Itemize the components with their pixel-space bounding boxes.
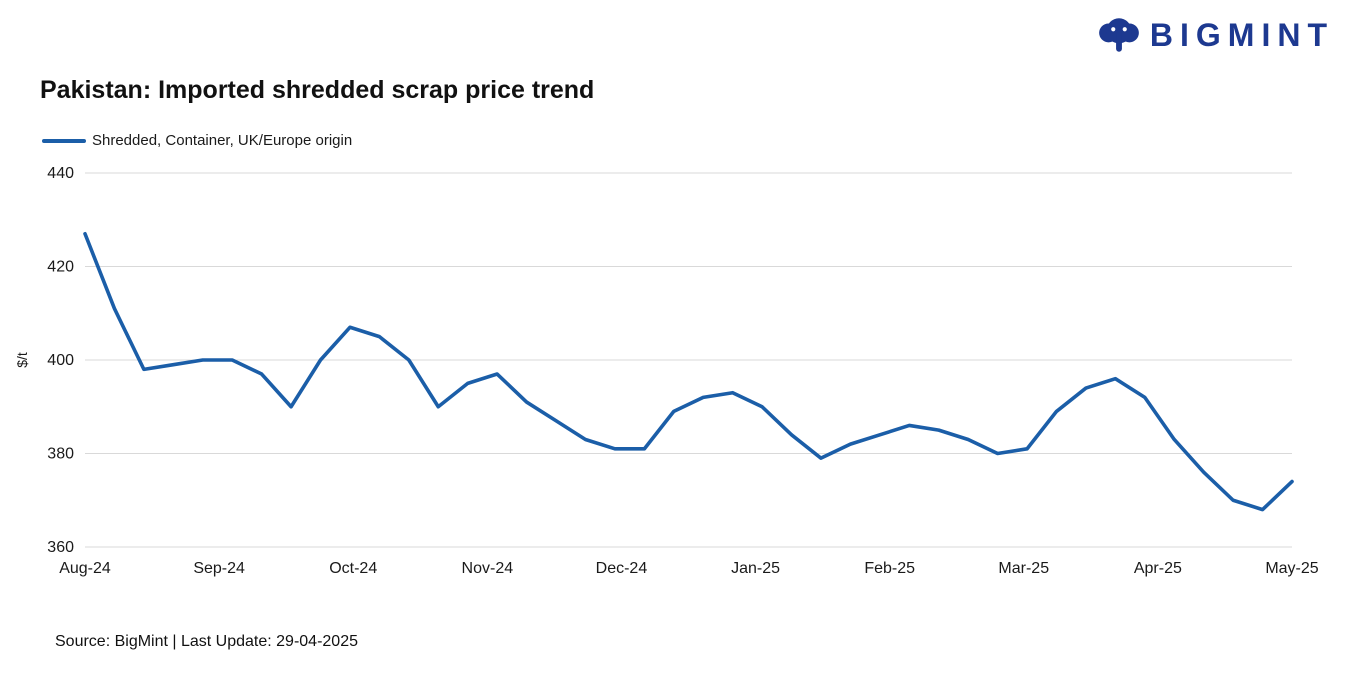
y-tick-label: 380 xyxy=(47,446,74,463)
y-tick-label: 400 xyxy=(47,352,74,369)
x-tick-label: Aug-24 xyxy=(59,560,111,577)
x-tick-label: Jan-25 xyxy=(731,560,780,577)
y-tick-label: 420 xyxy=(47,259,74,276)
x-tick-label: Mar-25 xyxy=(998,560,1049,577)
bigmint-logo: BIGMINT xyxy=(1096,12,1334,58)
y-tick-label: 440 xyxy=(47,165,74,182)
x-tick-label: Feb-25 xyxy=(864,560,915,577)
legend: Shredded, Container, UK/Europe origin xyxy=(42,132,352,149)
legend-line-swatch xyxy=(42,138,86,143)
price-line-series xyxy=(83,231,1294,512)
bigmint-elephant-icon xyxy=(1099,18,1139,52)
x-tick-label: May-25 xyxy=(1265,560,1318,577)
y-axis-title: $/t xyxy=(14,352,30,368)
x-tick-label: Dec-24 xyxy=(596,560,648,577)
price-trend-chart: 360 380 400 420 440 $/t Aug-24 Sep-24 Oct-24 Nov-… xyxy=(14,165,1319,577)
logo-wordmark: BIGMINT xyxy=(1149,16,1334,53)
chart-area: 360 380 400 420 440 $/t Aug-24 Sep-24 Oct-24 Nov-… xyxy=(0,155,1350,605)
x-tick-label: Sep-24 xyxy=(193,560,245,577)
source-footer: Source: BigMint | Last Update: 29-04-202… xyxy=(55,633,358,650)
x-tick-label: Apr-25 xyxy=(1134,560,1182,577)
legend-label: Shredded, Container, UK/Europe origin xyxy=(92,132,353,149)
x-tick-label: Oct-24 xyxy=(329,560,377,577)
x-tick-label: Nov-24 xyxy=(462,560,514,577)
chart-title: Pakistan: Imported shredded scrap price … xyxy=(40,76,595,104)
y-tick-label: 360 xyxy=(47,539,74,556)
